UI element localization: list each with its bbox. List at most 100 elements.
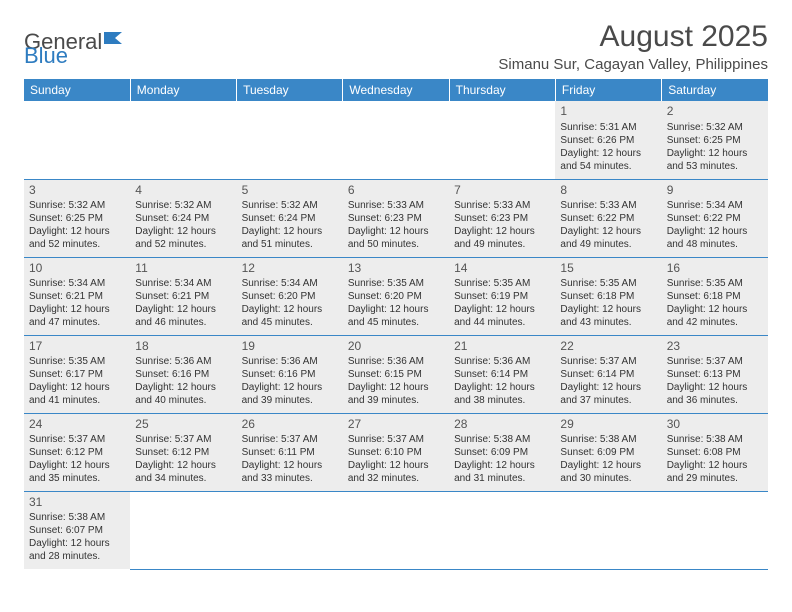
daylight-text: Daylight: 12 hours xyxy=(667,147,763,160)
sunset-text: Sunset: 6:07 PM xyxy=(29,524,125,537)
daylight-text: and 40 minutes. xyxy=(135,394,231,407)
sunrise-text: Sunrise: 5:37 AM xyxy=(348,433,444,446)
daylight-text: and 47 minutes. xyxy=(29,316,125,329)
calendar-day-cell xyxy=(343,491,449,569)
daylight-text: Daylight: 12 hours xyxy=(454,303,550,316)
calendar-day-cell: 20Sunrise: 5:36 AMSunset: 6:15 PMDayligh… xyxy=(343,335,449,413)
daylight-text: and 30 minutes. xyxy=(560,472,656,485)
day-number: 14 xyxy=(454,261,550,277)
daylight-text: and 29 minutes. xyxy=(667,472,763,485)
daylight-text: and 45 minutes. xyxy=(348,316,444,329)
month-title: August 2025 xyxy=(498,20,768,54)
day-number: 6 xyxy=(348,183,444,199)
sunrise-text: Sunrise: 5:34 AM xyxy=(667,199,763,212)
daylight-text: Daylight: 12 hours xyxy=(135,303,231,316)
calendar-day-cell xyxy=(130,491,236,569)
daylight-text: Daylight: 12 hours xyxy=(667,459,763,472)
daylight-text: Daylight: 12 hours xyxy=(135,381,231,394)
calendar-day-cell: 24Sunrise: 5:37 AMSunset: 6:12 PMDayligh… xyxy=(24,413,130,491)
sunset-text: Sunset: 6:26 PM xyxy=(560,134,656,147)
calendar-day-cell: 29Sunrise: 5:38 AMSunset: 6:09 PMDayligh… xyxy=(555,413,661,491)
sunrise-text: Sunrise: 5:37 AM xyxy=(667,355,763,368)
sunrise-text: Sunrise: 5:34 AM xyxy=(29,277,125,290)
sunrise-text: Sunrise: 5:37 AM xyxy=(135,433,231,446)
sunset-text: Sunset: 6:25 PM xyxy=(29,212,125,225)
day-number: 19 xyxy=(242,339,338,355)
sunrise-text: Sunrise: 5:38 AM xyxy=(667,433,763,446)
calendar-day-cell xyxy=(343,101,449,179)
sunrise-text: Sunrise: 5:38 AM xyxy=(560,433,656,446)
daylight-text: and 39 minutes. xyxy=(242,394,338,407)
sunset-text: Sunset: 6:08 PM xyxy=(667,446,763,459)
daylight-text: and 37 minutes. xyxy=(560,394,656,407)
daylight-text: Daylight: 12 hours xyxy=(667,303,763,316)
sunset-text: Sunset: 6:23 PM xyxy=(454,212,550,225)
calendar-day-cell xyxy=(555,491,661,569)
sunrise-text: Sunrise: 5:37 AM xyxy=(242,433,338,446)
calendar-day-cell: 27Sunrise: 5:37 AMSunset: 6:10 PMDayligh… xyxy=(343,413,449,491)
calendar-body: 1Sunrise: 5:31 AMSunset: 6:26 PMDaylight… xyxy=(24,101,768,569)
calendar-day-cell: 18Sunrise: 5:36 AMSunset: 6:16 PMDayligh… xyxy=(130,335,236,413)
sunset-text: Sunset: 6:11 PM xyxy=(242,446,338,459)
daylight-text: Daylight: 12 hours xyxy=(560,225,656,238)
daylight-text: Daylight: 12 hours xyxy=(29,303,125,316)
sunset-text: Sunset: 6:23 PM xyxy=(348,212,444,225)
sunset-text: Sunset: 6:09 PM xyxy=(454,446,550,459)
weekday-header: Thursday xyxy=(449,79,555,101)
daylight-text: and 51 minutes. xyxy=(242,238,338,251)
day-number: 20 xyxy=(348,339,444,355)
calendar-day-cell: 25Sunrise: 5:37 AMSunset: 6:12 PMDayligh… xyxy=(130,413,236,491)
day-number: 2 xyxy=(667,104,763,120)
sunrise-text: Sunrise: 5:36 AM xyxy=(242,355,338,368)
daylight-text: and 52 minutes. xyxy=(29,238,125,251)
calendar-day-cell: 21Sunrise: 5:36 AMSunset: 6:14 PMDayligh… xyxy=(449,335,555,413)
daylight-text: Daylight: 12 hours xyxy=(667,225,763,238)
daylight-text: and 49 minutes. xyxy=(454,238,550,251)
weekday-header: Wednesday xyxy=(343,79,449,101)
daylight-text: and 31 minutes. xyxy=(454,472,550,485)
daylight-text: Daylight: 12 hours xyxy=(242,303,338,316)
calendar-day-cell: 4Sunrise: 5:32 AMSunset: 6:24 PMDaylight… xyxy=(130,179,236,257)
sunset-text: Sunset: 6:17 PM xyxy=(29,368,125,381)
calendar-day-cell: 14Sunrise: 5:35 AMSunset: 6:19 PMDayligh… xyxy=(449,257,555,335)
calendar-day-cell: 13Sunrise: 5:35 AMSunset: 6:20 PMDayligh… xyxy=(343,257,449,335)
day-number: 27 xyxy=(348,417,444,433)
sunset-text: Sunset: 6:20 PM xyxy=(348,290,444,303)
sunrise-text: Sunrise: 5:36 AM xyxy=(348,355,444,368)
calendar-day-cell: 7Sunrise: 5:33 AMSunset: 6:23 PMDaylight… xyxy=(449,179,555,257)
day-number: 24 xyxy=(29,417,125,433)
daylight-text: Daylight: 12 hours xyxy=(560,381,656,394)
daylight-text: Daylight: 12 hours xyxy=(242,459,338,472)
daylight-text: Daylight: 12 hours xyxy=(135,459,231,472)
sunset-text: Sunset: 6:18 PM xyxy=(560,290,656,303)
daylight-text: and 33 minutes. xyxy=(242,472,338,485)
daylight-text: and 41 minutes. xyxy=(29,394,125,407)
day-number: 1 xyxy=(560,104,656,120)
daylight-text: and 48 minutes. xyxy=(667,238,763,251)
sunrise-text: Sunrise: 5:37 AM xyxy=(560,355,656,368)
daylight-text: Daylight: 12 hours xyxy=(29,225,125,238)
sunrise-text: Sunrise: 5:35 AM xyxy=(560,277,656,290)
sunrise-text: Sunrise: 5:32 AM xyxy=(29,199,125,212)
daylight-text: and 42 minutes. xyxy=(667,316,763,329)
sunrise-text: Sunrise: 5:38 AM xyxy=(29,511,125,524)
calendar-day-cell xyxy=(449,101,555,179)
daylight-text: Daylight: 12 hours xyxy=(348,225,444,238)
daylight-text: and 45 minutes. xyxy=(242,316,338,329)
daylight-text: Daylight: 12 hours xyxy=(29,537,125,550)
calendar-day-cell: 16Sunrise: 5:35 AMSunset: 6:18 PMDayligh… xyxy=(662,257,768,335)
daylight-text: Daylight: 12 hours xyxy=(29,381,125,394)
sunset-text: Sunset: 6:25 PM xyxy=(667,134,763,147)
calendar-week-row: 1Sunrise: 5:31 AMSunset: 6:26 PMDaylight… xyxy=(24,101,768,179)
sunset-text: Sunset: 6:15 PM xyxy=(348,368,444,381)
calendar-week-row: 3Sunrise: 5:32 AMSunset: 6:25 PMDaylight… xyxy=(24,179,768,257)
daylight-text: and 34 minutes. xyxy=(135,472,231,485)
day-number: 23 xyxy=(667,339,763,355)
sunrise-text: Sunrise: 5:36 AM xyxy=(135,355,231,368)
day-number: 9 xyxy=(667,183,763,199)
daylight-text: and 35 minutes. xyxy=(29,472,125,485)
sunrise-text: Sunrise: 5:38 AM xyxy=(454,433,550,446)
calendar-day-cell: 1Sunrise: 5:31 AMSunset: 6:26 PMDaylight… xyxy=(555,101,661,179)
day-number: 7 xyxy=(454,183,550,199)
sunrise-text: Sunrise: 5:32 AM xyxy=(242,199,338,212)
